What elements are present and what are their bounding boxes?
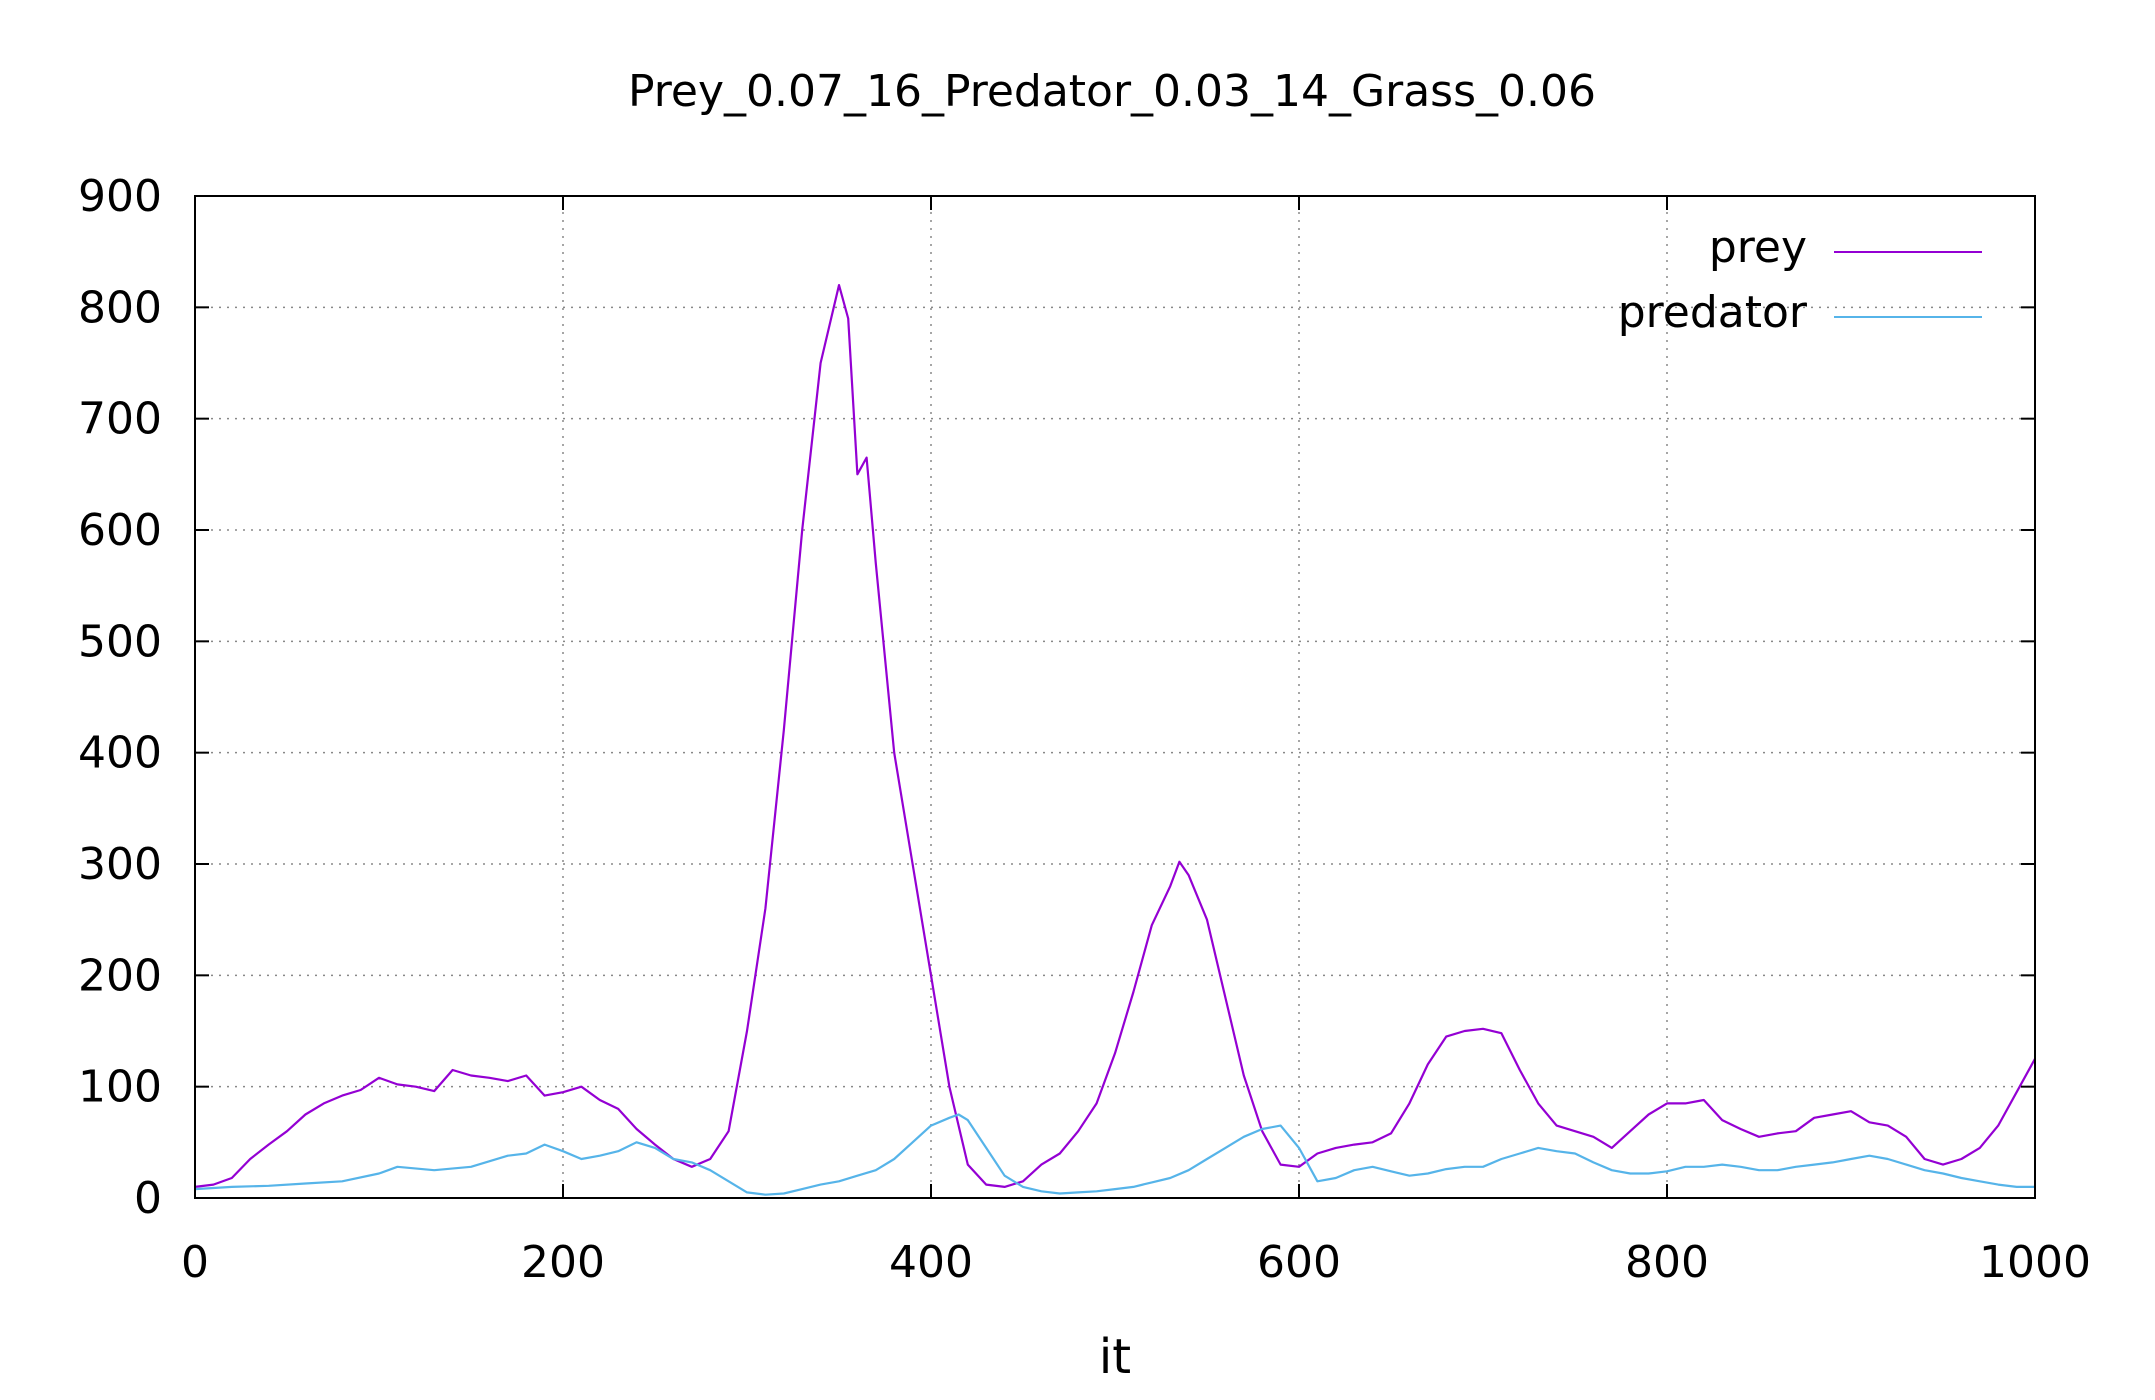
series-line-predator <box>194 1113 2035 1196</box>
axis-layer: 0 100 200 300 400 500 600 700 800 900 0 200 400 600 80… <box>78 171 2091 1288</box>
y-tick-label: 500 <box>78 616 162 667</box>
y-tick-label: 300 <box>78 839 162 890</box>
legend: prey predator <box>1618 222 1982 338</box>
y-tick-label: 0 <box>134 1173 162 1224</box>
y-tick-label: 100 <box>78 1062 162 1113</box>
legend-label-predator: predator <box>1618 287 1808 338</box>
y-tick-label: 900 <box>78 171 162 222</box>
y-tick-label: 600 <box>78 505 162 556</box>
y-tick-label: 700 <box>78 394 162 445</box>
x-tick-label: 400 <box>889 1237 973 1288</box>
plot-frame <box>194 195 2036 1199</box>
x-tick-label: 800 <box>1625 1237 1709 1288</box>
legend-label-prey: prey <box>1709 222 1807 273</box>
x-tick-label: 0 <box>181 1237 209 1288</box>
y-tick-label: 400 <box>78 728 162 779</box>
y-tick-label: 800 <box>78 282 162 333</box>
chart-title: Prey_0.07_16_Predator_0.03_14_Grass_0.06 <box>628 66 1596 117</box>
grid-layer <box>195 196 2035 1198</box>
series-layer <box>194 284 2036 1196</box>
y-tick-label: 200 <box>78 950 162 1001</box>
x-axis-label: it <box>1099 1329 1131 1385</box>
series-line-prey <box>194 284 2036 1188</box>
x-tick-label: 600 <box>1257 1237 1341 1288</box>
x-tick-label: 200 <box>521 1237 605 1288</box>
x-tick-label: 1000 <box>1979 1237 2091 1288</box>
